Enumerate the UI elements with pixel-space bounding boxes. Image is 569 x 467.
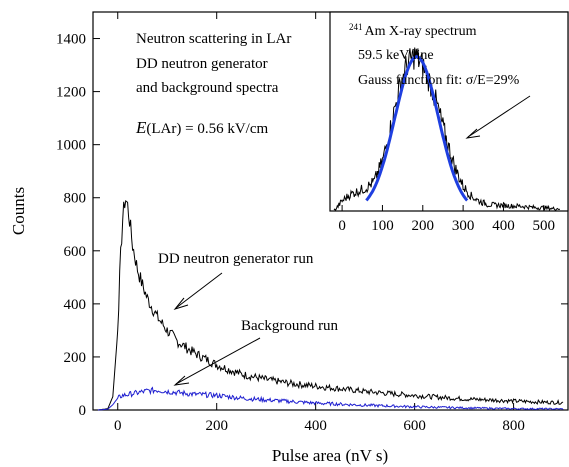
y-tick-label: 400 xyxy=(64,297,87,313)
isotope-superscript: 241 xyxy=(349,22,363,32)
y-tick-label: 1000 xyxy=(56,138,86,154)
x-tick-label: 400 xyxy=(304,418,327,434)
inset-x-tick-label: 0 xyxy=(338,218,346,234)
y-axis-title: Counts xyxy=(9,187,28,235)
dd-series-line xyxy=(97,200,564,411)
inset-x-tick-label: 300 xyxy=(452,218,475,234)
inset-x-tick-label: 400 xyxy=(492,218,515,234)
x-tick-label: 0 xyxy=(114,418,122,434)
gauss-fit-arrowhead xyxy=(465,128,481,139)
y-tick-label: 200 xyxy=(64,350,87,366)
y-tick-label: 600 xyxy=(64,244,87,260)
y-tick-label: 1400 xyxy=(56,32,86,48)
gauss-fit-arrow xyxy=(467,95,531,138)
field-symbol: E xyxy=(135,118,147,137)
dd-run-arrowhead xyxy=(173,297,189,310)
title-line-3: and background spectra xyxy=(136,80,279,96)
x-tick-label: 600 xyxy=(403,418,426,434)
inset-x-tick-label: 500 xyxy=(533,218,556,234)
field-value: (LAr) = 0.56 kV/cm xyxy=(146,121,268,137)
title-line-2: DD neutron generator xyxy=(136,56,268,72)
inset-x-tick-label: 200 xyxy=(412,218,435,234)
inset-line-1-text: Am X-ray spectrum xyxy=(365,24,477,39)
dd-run-label: DD neutron generator run xyxy=(158,251,314,267)
field-annotation: E(LAr) = 0.56 kV/cm xyxy=(135,118,268,137)
y-tick-label: 1200 xyxy=(56,85,86,101)
inset-x-tick-label: 100 xyxy=(371,218,394,234)
inset-data-line xyxy=(333,47,560,212)
bg-run-label: Background run xyxy=(241,318,339,334)
y-tick-label: 800 xyxy=(64,191,87,207)
x-tick-label: 200 xyxy=(205,418,228,434)
x-tick-label: 800 xyxy=(502,418,525,434)
dd-run-arrow xyxy=(175,272,223,309)
title-line-1: Neutron scattering in LAr xyxy=(136,31,291,47)
inset-line-1: 241 Am X-ray spectrum xyxy=(349,22,477,39)
bg-run-arrowhead xyxy=(173,375,190,386)
bg-run-arrow xyxy=(175,337,261,385)
inset-line-3: Gauss function fit: σ/E=29% xyxy=(358,73,520,88)
inset-gauss-fit-line xyxy=(365,55,469,202)
x-axis-title: Pulse area (nV s) xyxy=(272,446,388,465)
inset-series xyxy=(333,47,560,212)
inset-frame xyxy=(329,11,569,212)
bg-series-line xyxy=(97,386,564,411)
inset-ticks: 0 100 200 300 400 500 xyxy=(338,205,555,234)
y-tick-label: 0 xyxy=(79,403,87,419)
main-series xyxy=(97,200,564,411)
inset-line-2: 59.5 keV line xyxy=(358,48,434,63)
